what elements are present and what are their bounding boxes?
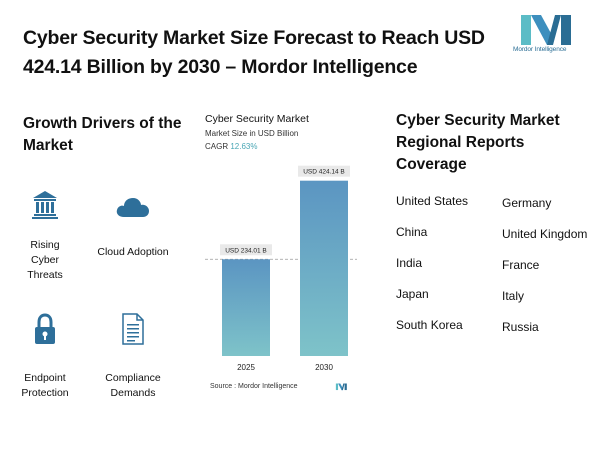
x-tick-label: 2030 xyxy=(315,363,333,372)
bank-icon xyxy=(32,191,58,219)
regional-title: Cyber Security Market Regional Reports C… xyxy=(396,112,560,173)
lock-icon xyxy=(35,313,55,344)
chart-cagr: CAGR 12.63% xyxy=(205,142,258,151)
driver-endpoint-protection: Endpoint Protection xyxy=(15,313,75,401)
driver-label: Cloud Adoption xyxy=(97,246,169,258)
data-label: USD 234.01 B xyxy=(225,247,267,254)
country-link[interactable]: United States xyxy=(396,194,469,208)
mordor-mini-logo-icon xyxy=(335,383,347,391)
bar-chart: USD 234.01 B 2025 USD 424.14 B 2030 xyxy=(205,165,357,372)
country-link[interactable]: Italy xyxy=(502,289,525,303)
cagr-label: CAGR xyxy=(205,142,229,151)
data-label-background xyxy=(220,244,272,256)
document-icon xyxy=(122,313,144,345)
x-tick-label: 2025 xyxy=(237,363,255,372)
country-link[interactable]: India xyxy=(396,256,423,270)
cloud-icon xyxy=(116,198,149,217)
driver-label: Endpoint Protection xyxy=(21,372,69,399)
country-link[interactable]: China xyxy=(396,225,428,239)
driver-label: Compliance Demands xyxy=(105,372,161,399)
chart-source: Source : Mordor Intelligence xyxy=(210,383,298,390)
country-link[interactable]: Japan xyxy=(396,287,429,301)
driver-compliance-demands: Compliance Demands xyxy=(99,313,167,401)
bar-2025 xyxy=(222,259,270,356)
country-link[interactable]: South Korea xyxy=(396,318,463,332)
driver-rising-cyber-threats: Rising Cyber Threats xyxy=(15,190,75,283)
cagr-value: 12.63% xyxy=(230,142,258,151)
growth-drivers-title: Growth Drivers of the Market xyxy=(23,115,182,154)
country-link[interactable]: Russia xyxy=(502,320,539,334)
mordor-logo-icon xyxy=(521,15,571,45)
chart-subtitle: Market Size in USD Billion xyxy=(205,129,299,138)
country-link[interactable]: United Kingdom xyxy=(502,227,588,241)
chart-title: Cyber Security Market xyxy=(205,113,309,125)
country-link[interactable]: Germany xyxy=(502,196,552,210)
driver-label: Rising Cyber Threats xyxy=(27,239,63,281)
driver-cloud-adoption: Cloud Adoption xyxy=(95,196,171,260)
data-label-background xyxy=(298,165,350,177)
data-label: USD 424.14 B xyxy=(303,169,345,176)
logo-text: Mordor Intelligence xyxy=(513,46,567,53)
country-link[interactable]: France xyxy=(502,258,540,272)
bar-2030 xyxy=(300,180,348,356)
page-title: Cyber Security Market Size Forecast to R… xyxy=(23,27,485,78)
